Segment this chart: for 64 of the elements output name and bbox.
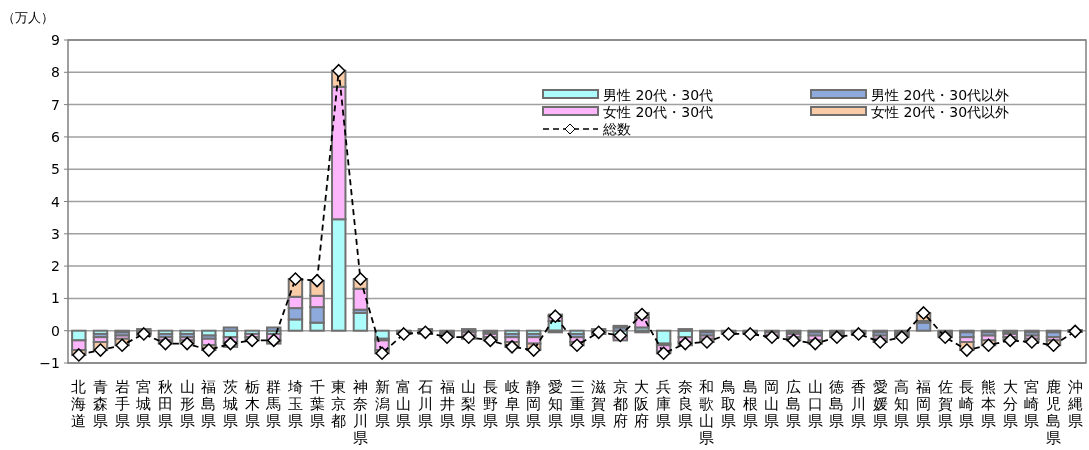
x-tick-label: 宮城県	[135, 378, 152, 430]
x-tick-label: 愛媛県	[872, 378, 888, 430]
x-tick-label: 福岡県	[916, 378, 932, 430]
y-tick-label: −1	[39, 355, 60, 371]
x-tick-label: 徳島県	[829, 378, 845, 430]
x-tick-label: 京都府	[612, 378, 628, 430]
x-tick-label: 宮崎県	[1024, 378, 1040, 430]
y-tick-label: 4	[51, 193, 61, 210]
x-tick-label: 愛知県	[547, 378, 563, 430]
x-tick-label: 大分県	[1002, 378, 1018, 430]
y-tick-label: 1	[51, 290, 60, 307]
y-tick-label: 3	[51, 225, 60, 242]
x-tick-label: 島根県	[742, 378, 758, 430]
x-tick-label: 青森県	[92, 378, 108, 430]
legend-label: 総数	[602, 121, 631, 137]
x-tick-label: 群馬県	[265, 378, 282, 430]
x-tick-label: 新潟県	[374, 378, 390, 430]
y-tick-label: 5	[51, 161, 60, 178]
x-tick-label: 長野県	[482, 378, 498, 430]
x-tick-label: 佐賀県	[937, 378, 953, 430]
y-tick-label: 8	[51, 64, 60, 81]
x-tick-label: 富山県	[396, 378, 412, 430]
x-tick-label: 千葉県	[309, 378, 325, 430]
x-tick-label: 山形県	[179, 378, 195, 430]
x-tick-label: 鳥取県	[720, 378, 737, 430]
x-tick-label: 三重県	[569, 378, 585, 430]
y-tick-label: 0	[51, 322, 60, 339]
y-tick-label: 9	[51, 32, 60, 48]
x-tick-label: 岐阜県	[504, 378, 520, 430]
legend-label: 女性 20代・30代	[603, 104, 714, 120]
legend-label: 男性 20代・30代	[603, 87, 714, 103]
y-tick-label: 6	[51, 128, 61, 145]
x-tick-label: 山口県	[807, 378, 823, 430]
x-tick-label: 埼玉県	[286, 378, 303, 430]
x-tick-label: 東京都	[331, 378, 347, 430]
x-tick-label: 岩手県	[114, 378, 130, 430]
x-tick-label: 長崎県	[959, 378, 975, 430]
legend-label: 男性 20代・30代以外	[871, 87, 1010, 103]
x-tick-label: 兵庫県	[656, 378, 672, 430]
x-tick-label: 栃木県	[244, 378, 260, 430]
x-tick-label: 和歌山県	[699, 378, 715, 447]
x-tick-label: 滋賀県	[591, 378, 607, 430]
x-tick-label: 大阪府	[634, 378, 650, 430]
x-tick-label: 秋田県	[157, 378, 173, 430]
x-tick-label: 山梨県	[461, 378, 477, 430]
x-tick-label: 岡山県	[764, 378, 780, 430]
y-tick-label: 2	[51, 258, 60, 275]
x-tick-label: 香川県	[851, 378, 867, 430]
x-tick-label: 高知県	[894, 378, 910, 430]
y-tick-label: 7	[51, 96, 60, 113]
x-tick-label: 福島県	[201, 378, 217, 430]
x-tick-label: 鹿児島県	[1046, 378, 1062, 447]
x-tick-label: 熊本県	[981, 378, 997, 430]
x-tick-label: 沖縄県	[1066, 378, 1083, 430]
x-tick-label: 広島県	[786, 378, 802, 430]
x-tick-label: 神奈川県	[352, 378, 368, 447]
x-tick-label: 静岡県	[526, 378, 542, 430]
x-tick-label: 奈良県	[677, 378, 693, 430]
x-tick-label: 福井県	[439, 378, 455, 430]
x-tick-label: 石川県	[417, 378, 433, 430]
y-axis-title: （万人）	[2, 10, 54, 25]
legend-label: 女性 20代・30代以外	[871, 104, 1010, 120]
x-tick-label: 北海道	[71, 378, 87, 430]
x-tick-label: 茨城県	[221, 378, 238, 430]
